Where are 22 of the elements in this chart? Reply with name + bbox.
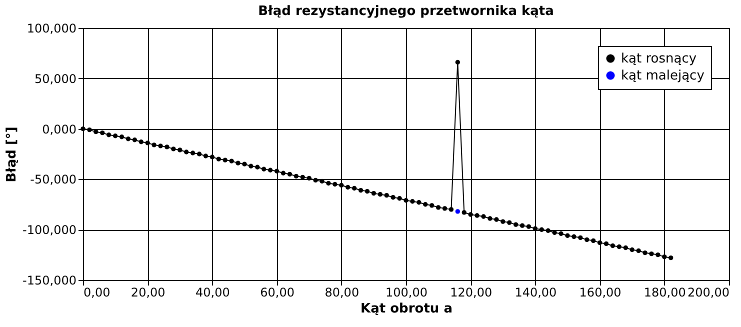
x-tick-label: 160,00: [579, 286, 622, 300]
y-tick-label: -100,000: [22, 223, 76, 238]
y-tick-label: 0,000: [42, 122, 76, 136]
x-tick-label: 80,00: [324, 286, 360, 300]
y-tick-label: 100,000: [26, 22, 76, 36]
legend-label: kąt malejący: [621, 68, 705, 84]
x-tick-label: 180,00: [644, 286, 686, 300]
y-tick-label: -50,000: [30, 172, 76, 187]
x-tick-label: 60,00: [260, 286, 294, 300]
y-tick-label: -150,000: [22, 274, 76, 288]
chart-title: Błąd rezystancyjnego przetwornika kąta: [258, 4, 554, 19]
y-tick-label: 50,000: [34, 72, 76, 86]
legend-label: kąt rosnący: [621, 52, 697, 66]
x-tick-label: 40,00: [196, 286, 230, 300]
x-tick-label: 120,00: [450, 286, 492, 300]
y-axis-title: Błąd [°]: [4, 126, 20, 182]
x-tick-label: 100,00: [386, 286, 428, 300]
x-tick-label: 20,00: [130, 286, 166, 300]
x-tick-label: 140,00: [514, 286, 557, 300]
x-tick-label: 200,00: [688, 286, 730, 300]
x-tick-label: 0,00: [84, 286, 110, 300]
x-axis-title: Kąt obrotu a: [360, 302, 452, 316]
